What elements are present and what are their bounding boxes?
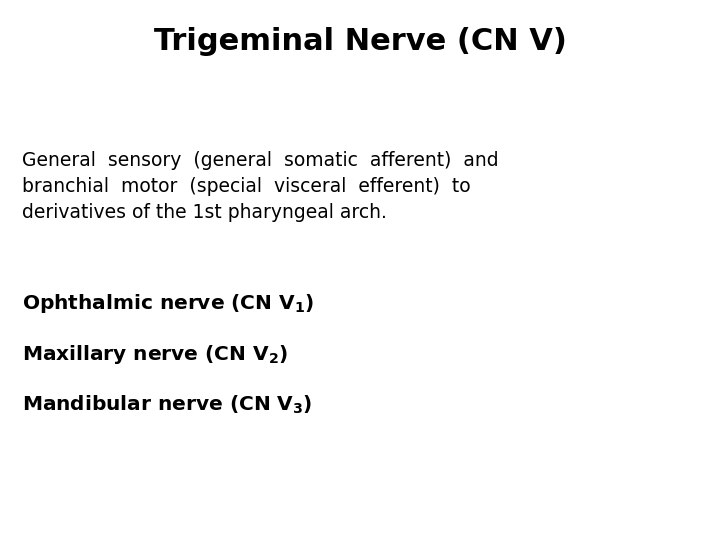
Text: Maxillary nerve (CN V$\mathbf{_{2}}$): Maxillary nerve (CN V$\mathbf{_{2}}$) <box>22 343 287 366</box>
Text: Trigeminal Nerve (CN V): Trigeminal Nerve (CN V) <box>153 27 567 56</box>
Text: General  sensory  (general  somatic  afferent)  and
branchial  motor  (special  : General sensory (general somatic afferen… <box>22 151 498 222</box>
Text: Ophthalmic nerve (CN V$\mathbf{_{1}}$): Ophthalmic nerve (CN V$\mathbf{_{1}}$) <box>22 292 314 315</box>
Text: Mandibular nerve (CN V$\mathbf{_{3}}$): Mandibular nerve (CN V$\mathbf{_{3}}$) <box>22 394 312 416</box>
